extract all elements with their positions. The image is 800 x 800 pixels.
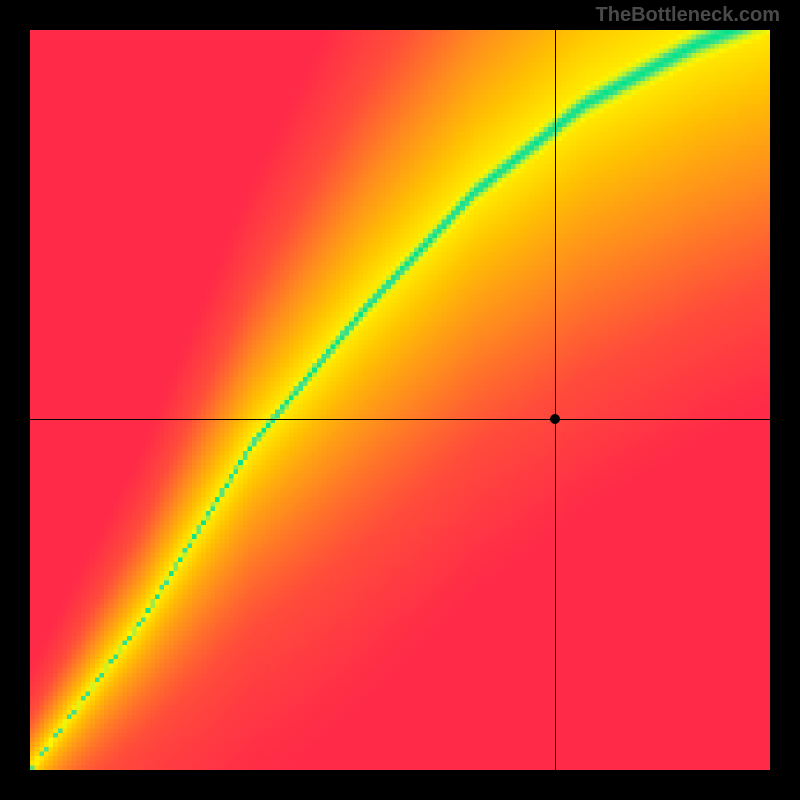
watermark-text: TheBottleneck.com <box>596 4 780 27</box>
heatmap-canvas <box>30 30 770 770</box>
crosshair-vertical <box>555 30 556 770</box>
plot-area <box>30 30 770 770</box>
crosshair-horizontal <box>30 419 770 420</box>
crosshair-marker <box>550 414 560 424</box>
